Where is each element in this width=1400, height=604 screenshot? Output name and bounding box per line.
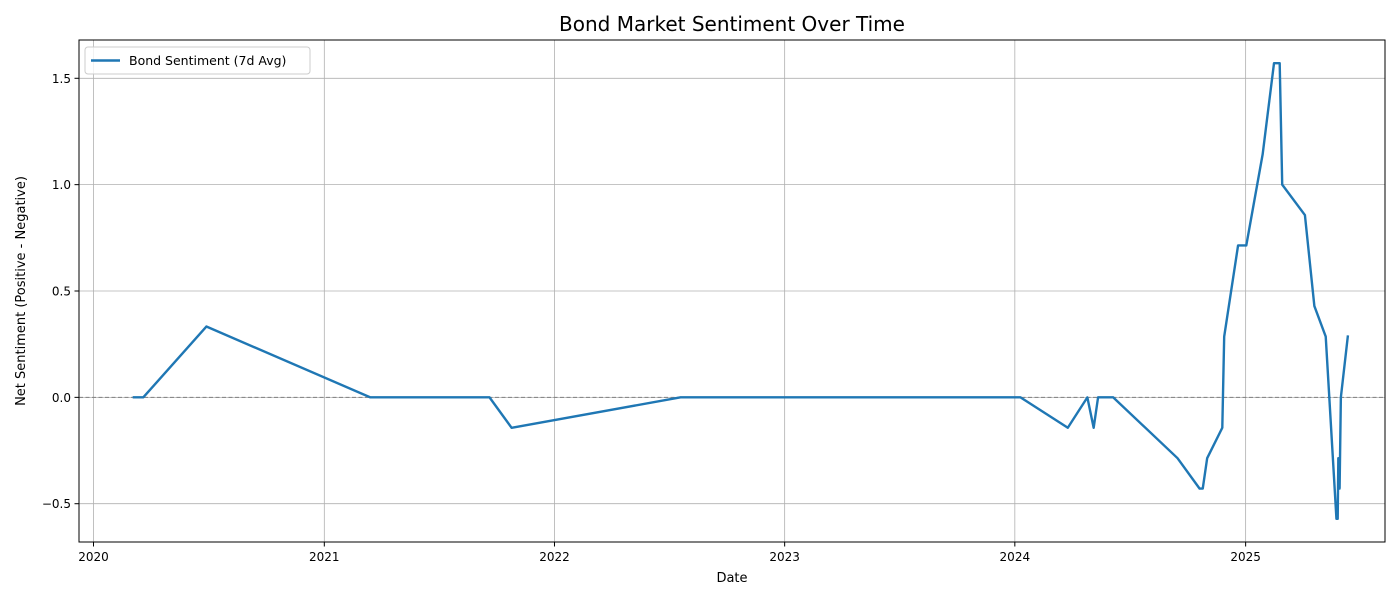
grid <box>79 40 1385 542</box>
x-axis-label: Date <box>716 571 747 586</box>
legend: Bond Sentiment (7d Avg) <box>84 46 311 75</box>
y-tick-label: 1.0 <box>52 178 71 192</box>
x-tick-label: 2025 <box>1230 550 1261 564</box>
legend-label: Bond Sentiment (7d Avg) <box>129 53 286 68</box>
x-tick-label: 2023 <box>769 550 800 564</box>
x-tick-label: 2020 <box>78 550 109 564</box>
y-tick-label: 1.5 <box>52 72 71 86</box>
ticks: 2020 2021 2022 2023 2024 2025 −0.5 0.0 0.5 1.0 1.5 <box>42 72 1261 564</box>
x-tick-label: 2021 <box>309 550 340 564</box>
series-line <box>132 61 1350 521</box>
y-tick-label: −0.5 <box>42 497 71 511</box>
y-tick-label: 0.5 <box>52 285 71 299</box>
y-tick-label: 0.0 <box>52 391 71 405</box>
x-tick-label: 2024 <box>1000 550 1031 564</box>
series-group <box>132 61 1350 521</box>
y-axis-label: Net Sentiment (Positive - Negative) <box>14 176 29 406</box>
legend-box <box>84 46 311 75</box>
x-tick-label: 2022 <box>539 550 570 564</box>
chart-title: Bond Market Sentiment Over Time <box>559 12 905 36</box>
